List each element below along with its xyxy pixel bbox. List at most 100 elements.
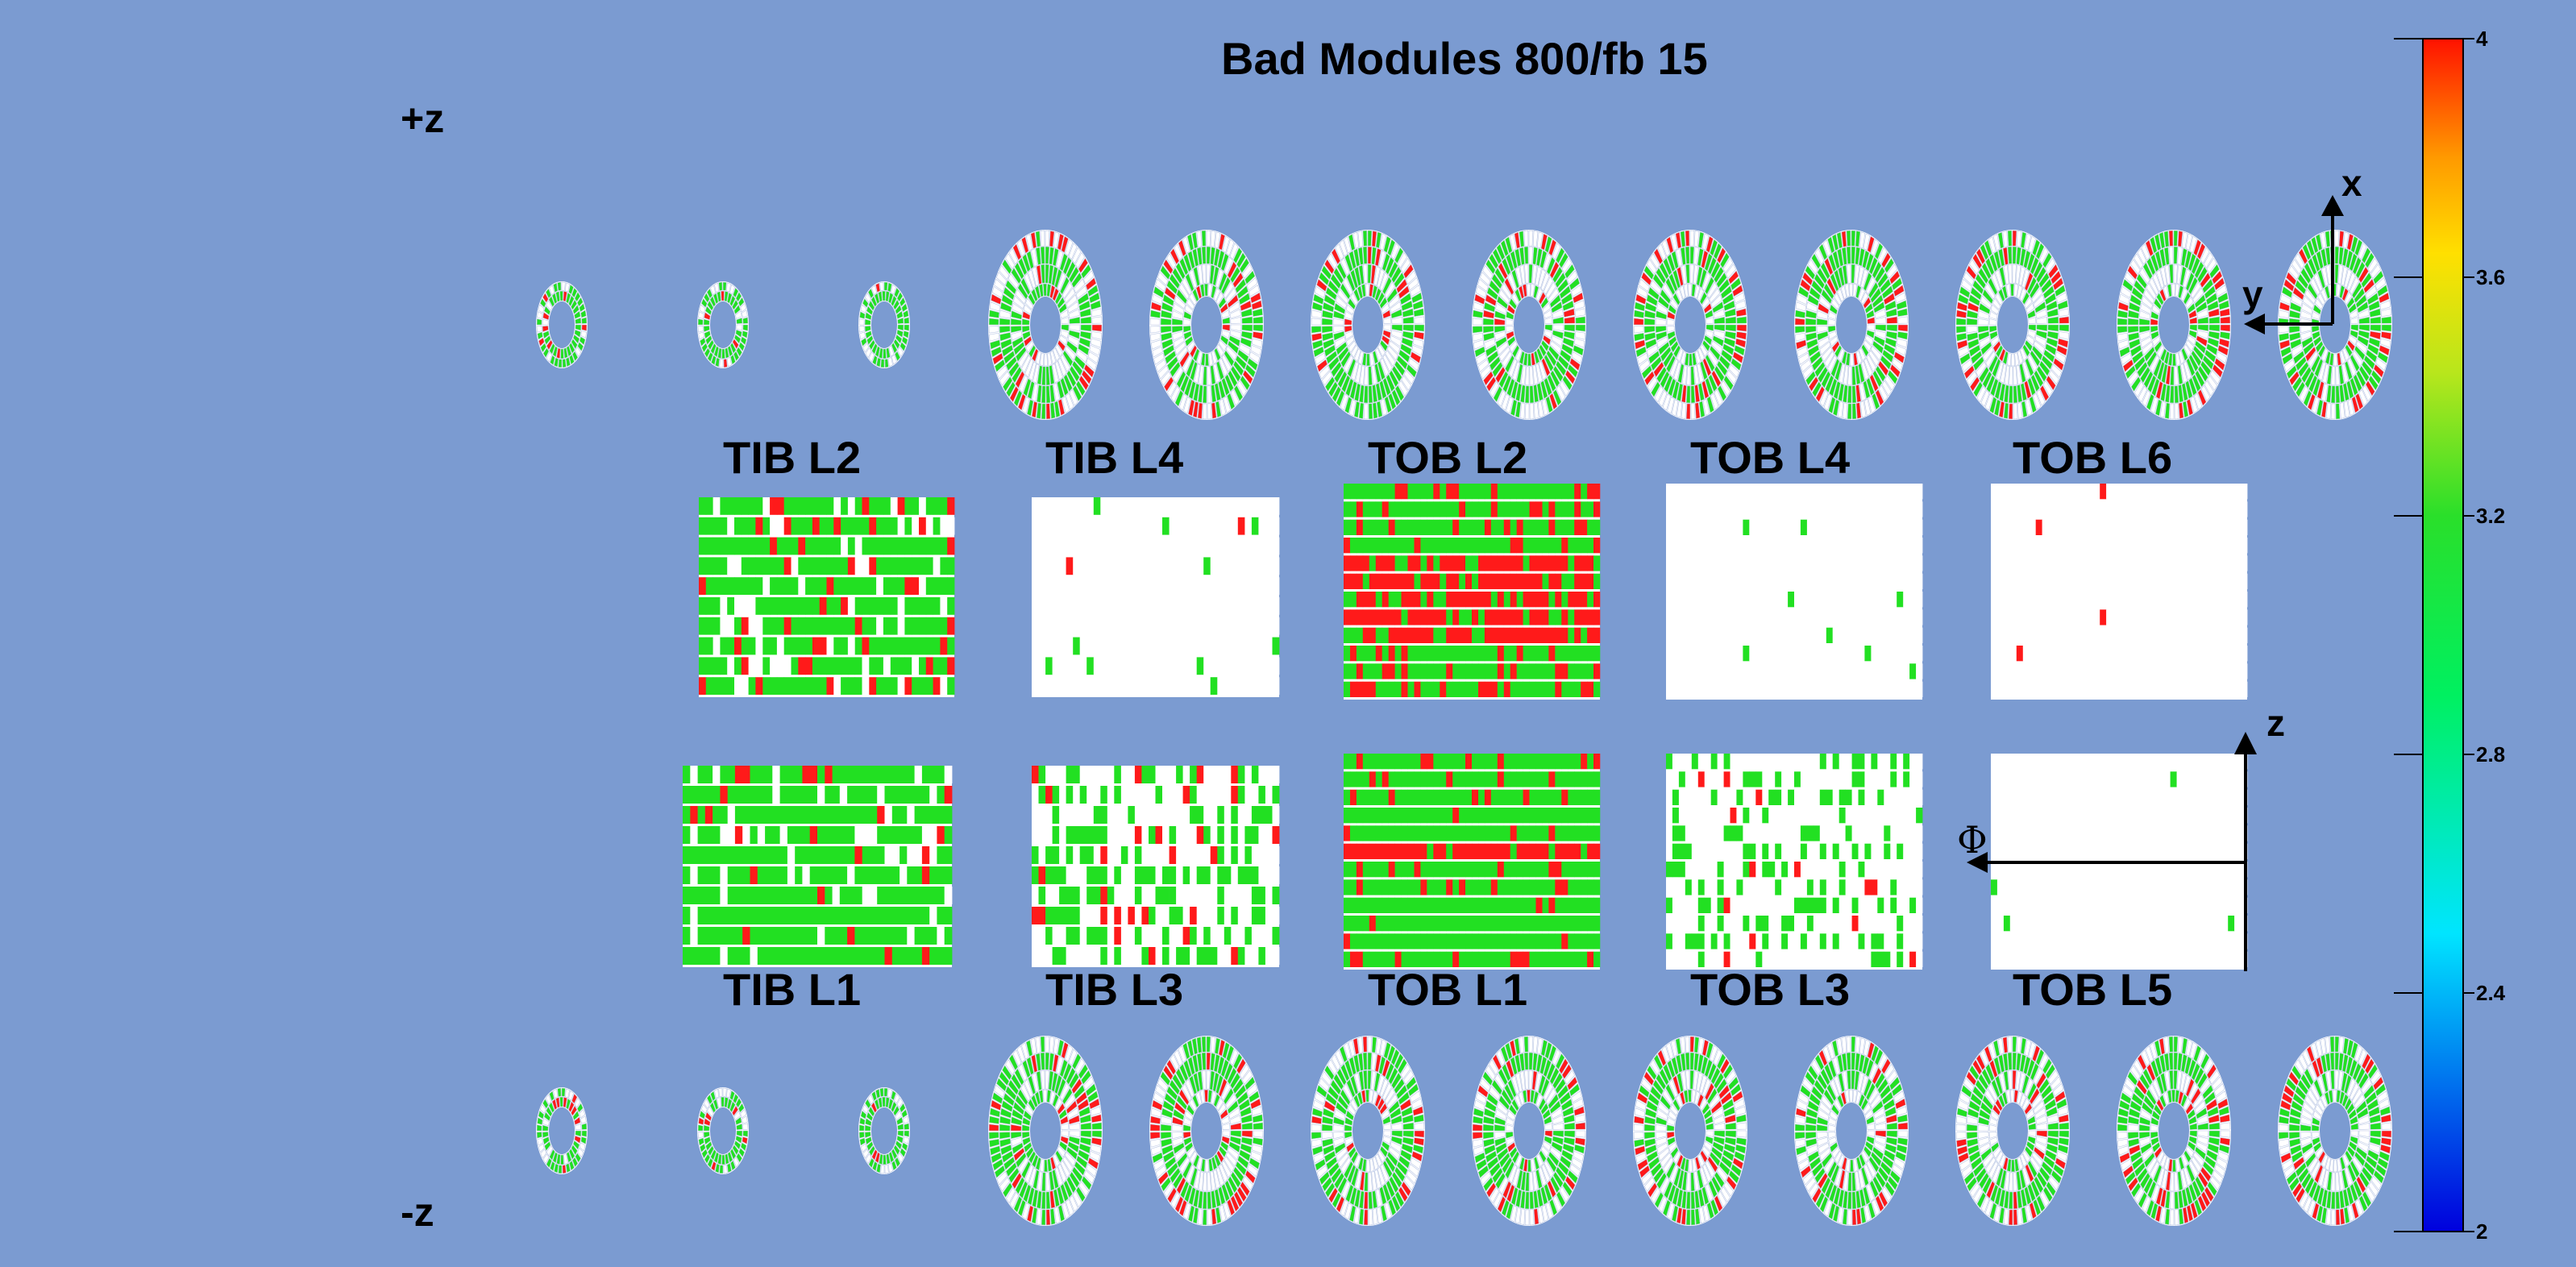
disk-module — [1344, 330, 1353, 340]
barrel-module — [783, 677, 791, 695]
disk-module — [1052, 287, 1059, 302]
disk-module — [875, 282, 881, 293]
disk-module — [736, 1130, 743, 1137]
disk-module — [1321, 1070, 1332, 1086]
disk-module — [1357, 1157, 1364, 1171]
disk-module — [1031, 401, 1038, 418]
barrel-module — [1224, 517, 1232, 535]
disk-module — [736, 347, 743, 358]
disk-module — [1054, 268, 1062, 289]
disk-module — [1176, 289, 1188, 305]
disk-module — [1394, 272, 1405, 289]
barrel-module — [1265, 617, 1273, 635]
disk-module — [887, 356, 893, 368]
disk-module — [1541, 357, 1551, 377]
barrel-module — [912, 597, 920, 615]
disk-module — [1220, 1082, 1231, 1101]
disk-module — [1049, 247, 1055, 265]
disk-module — [868, 339, 875, 351]
disk-module — [1054, 1097, 1063, 1111]
disk-module — [1311, 1107, 1323, 1118]
disk-module — [1218, 272, 1228, 292]
disk-module — [1058, 1108, 1067, 1120]
disk-module — [1385, 1156, 1396, 1174]
disk-module — [1319, 272, 1330, 286]
disk-module — [1322, 371, 1332, 386]
disk-module — [571, 339, 578, 350]
disk-module — [865, 330, 872, 339]
disk-module — [710, 285, 716, 296]
barrel-module — [755, 657, 763, 675]
disk-module — [1371, 231, 1377, 247]
disk-module — [1505, 325, 1514, 333]
barrel-module — [755, 577, 763, 595]
x-axis-label: x — [2341, 162, 2362, 204]
barrel-module — [1045, 497, 1053, 515]
barrel-module — [919, 517, 927, 535]
disk-module — [1230, 316, 1242, 324]
disk-module — [1215, 401, 1222, 418]
disk-module — [568, 284, 574, 295]
disk-module — [1032, 1189, 1039, 1208]
disk-module — [1340, 393, 1348, 411]
disk-module — [1563, 308, 1575, 318]
barrel-module — [1196, 497, 1204, 515]
disk-module — [1249, 351, 1261, 364]
disk-module — [1086, 1163, 1097, 1178]
disk-module — [1174, 243, 1183, 261]
disk-module — [714, 1088, 720, 1099]
disk-module — [1344, 1116, 1353, 1126]
barrel-module — [770, 657, 778, 675]
disk-module — [1172, 330, 1184, 341]
barrel-module — [1244, 517, 1253, 535]
disk-module — [1506, 330, 1514, 340]
disk-module — [1183, 1136, 1192, 1146]
disk-module — [893, 339, 900, 350]
disk-module — [1069, 324, 1081, 332]
barrel-module — [699, 657, 707, 675]
disk-module — [732, 299, 739, 310]
disk-module — [1057, 1039, 1065, 1057]
disk-module — [1332, 385, 1342, 403]
disk-module — [2381, 324, 2392, 332]
barrel-module — [705, 557, 713, 575]
disk-module — [1886, 324, 1898, 332]
disk-module — [1049, 1090, 1056, 1105]
disk-module — [2013, 1209, 2018, 1226]
barrel-module — [727, 577, 735, 595]
disk-module — [879, 1087, 884, 1098]
disk-module — [1054, 1166, 1063, 1187]
disk-module — [1036, 1190, 1042, 1209]
barrel-module — [933, 497, 941, 515]
disk-module — [879, 1153, 883, 1165]
barrel-module — [869, 657, 877, 675]
disk-module — [1562, 300, 1574, 312]
disk-module — [1176, 346, 1188, 363]
disk-module — [538, 1110, 545, 1120]
disk-module — [1851, 403, 1857, 420]
disk-module — [1166, 1161, 1178, 1178]
disk-module — [1564, 1130, 1576, 1138]
disk-module — [1316, 278, 1327, 293]
disk-module — [1167, 1186, 1178, 1204]
disk-module — [1381, 1058, 1390, 1078]
disk-module — [1213, 363, 1220, 384]
barrel-module — [805, 637, 813, 655]
disk-module — [1086, 357, 1097, 372]
barrel-module — [1224, 577, 1232, 595]
disk-module — [1236, 251, 1246, 269]
disk-module — [1182, 355, 1193, 374]
barrel-module — [869, 597, 877, 615]
disk-module — [1376, 1207, 1383, 1224]
disk-module — [1068, 1136, 1080, 1145]
disk-module — [1162, 1150, 1175, 1164]
disk-module — [1340, 1088, 1351, 1106]
barrel-module — [783, 577, 791, 595]
disk-module — [888, 345, 895, 357]
barrel-module — [805, 617, 813, 635]
disk-module — [546, 351, 552, 363]
disk-module — [1224, 256, 1233, 276]
disk-module — [1351, 361, 1359, 381]
disk-module — [1031, 1054, 1038, 1074]
disk-module — [896, 329, 904, 339]
